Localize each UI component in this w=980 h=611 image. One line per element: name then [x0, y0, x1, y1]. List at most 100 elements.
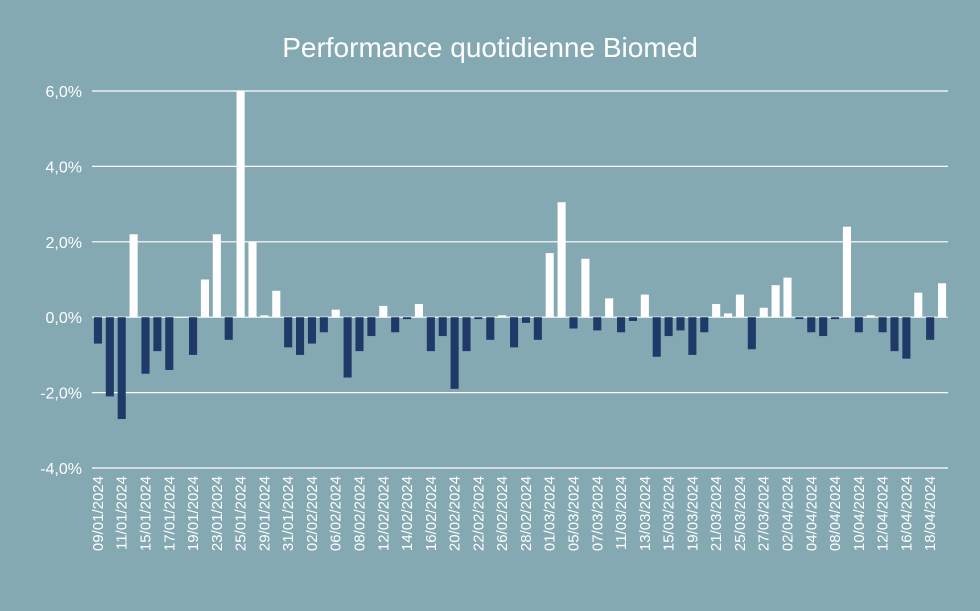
bar: [117, 317, 126, 419]
bar: [391, 317, 400, 333]
x-tick-label: 16/04/2024: [898, 476, 915, 551]
bar: [212, 234, 221, 318]
bar: [545, 253, 554, 318]
bar: [890, 317, 899, 352]
x-tick-label: 11/01/2024: [114, 476, 131, 550]
bar: [569, 317, 578, 329]
x-tick-label: 21/03/2024: [708, 476, 725, 551]
bar: [414, 304, 423, 318]
bar: [712, 304, 721, 318]
bar: [664, 317, 673, 337]
bar: [93, 317, 102, 344]
x-tick-label: 06/02/2024: [328, 476, 345, 551]
y-axis-ticks: -4,0% -2,0% 0,0% 2,0% 4,0% 6,0%: [40, 84, 82, 478]
y-tick-label: 6,0%: [46, 84, 82, 101]
x-tick-label: 27/03/2024: [756, 476, 773, 551]
bar: [355, 317, 364, 352]
chart-title: Performance quotidienne Biomed: [282, 32, 698, 63]
bar: [510, 317, 519, 348]
bar: [735, 294, 744, 318]
bar: [248, 241, 257, 318]
bar: [902, 317, 911, 359]
x-tick-label: 19/03/2024: [684, 476, 701, 551]
bar: [807, 317, 816, 333]
x-tick-label: 20/02/2024: [447, 476, 464, 551]
bar: [640, 294, 649, 318]
bar: [236, 91, 245, 318]
x-tick-label: 02/04/2024: [780, 476, 797, 551]
y-tick-label: -4,0%: [40, 461, 82, 478]
x-tick-label: 18/04/2024: [922, 476, 939, 551]
x-tick-label: 22/02/2024: [470, 476, 487, 551]
bar: [724, 313, 733, 318]
bar: [819, 317, 828, 337]
x-tick-label: 02/02/2024: [304, 476, 321, 551]
bar: [676, 317, 685, 331]
x-tick-label: 15/03/2024: [661, 476, 678, 551]
bar: [486, 317, 495, 340]
bar: [284, 317, 293, 348]
x-tick-label: 07/03/2024: [589, 476, 606, 551]
x-tick-label: 12/04/2024: [875, 476, 892, 551]
bar: [498, 315, 507, 318]
bar: [866, 315, 875, 318]
x-tick-label: 05/03/2024: [566, 476, 583, 551]
bar: [914, 292, 923, 318]
bar: [628, 317, 637, 321]
bar: [450, 317, 459, 389]
bar: [926, 317, 935, 340]
bar: [177, 317, 186, 318]
bar: [795, 317, 804, 320]
bar: [581, 258, 590, 318]
x-tick-label: 11/03/2024: [613, 476, 630, 550]
bar: [260, 315, 269, 318]
bar: [331, 309, 340, 318]
bar: [224, 317, 233, 340]
bar: [367, 317, 376, 337]
bar: [438, 317, 447, 337]
y-tick-label: 2,0%: [46, 235, 82, 252]
bar: [605, 298, 614, 318]
bar: [343, 317, 352, 378]
bar: [105, 317, 114, 397]
bar: [129, 234, 138, 318]
bar: [700, 317, 709, 333]
bar: [652, 317, 661, 357]
bar: [403, 317, 412, 320]
bar: [189, 317, 198, 355]
bar: [878, 317, 887, 333]
x-tick-label: 25/03/2024: [732, 476, 749, 551]
x-tick-label: 16/02/2024: [423, 476, 440, 551]
x-tick-label: 13/03/2024: [637, 476, 654, 551]
bar: [533, 317, 542, 340]
x-axis-ticks: 09/01/2024 11/01/2024 15/01/2024 17/01/2024…: [90, 476, 939, 551]
y-tick-label: -2,0%: [40, 386, 82, 403]
bar: [771, 285, 780, 318]
x-tick-label: 08/04/2024: [827, 476, 844, 551]
x-tick-label: 28/02/2024: [518, 476, 535, 551]
bar: [747, 317, 756, 350]
x-tick-label: 29/01/2024: [256, 476, 273, 551]
x-tick-label: 17/01/2024: [161, 476, 178, 551]
x-tick-label: 26/02/2024: [494, 476, 511, 551]
y-tick-label: 0,0%: [46, 310, 82, 327]
x-tick-label: 14/02/2024: [399, 476, 416, 551]
grid-layer: [92, 90, 948, 469]
bar: [854, 317, 863, 333]
bar: [593, 317, 602, 331]
bar: [319, 317, 328, 333]
bar: [617, 317, 626, 333]
bar: [296, 317, 305, 355]
bar: [783, 277, 792, 318]
x-tick-label: 12/02/2024: [375, 476, 392, 551]
bar: [842, 226, 851, 318]
x-tick-label: 04/04/2024: [803, 476, 820, 551]
x-tick-label: 23/01/2024: [209, 476, 226, 551]
x-tick-label: 09/01/2024: [90, 476, 107, 551]
bar: [379, 305, 388, 318]
x-tick-label: 10/04/2024: [851, 476, 868, 551]
x-tick-label: 15/01/2024: [138, 476, 155, 551]
bar: [557, 202, 566, 318]
